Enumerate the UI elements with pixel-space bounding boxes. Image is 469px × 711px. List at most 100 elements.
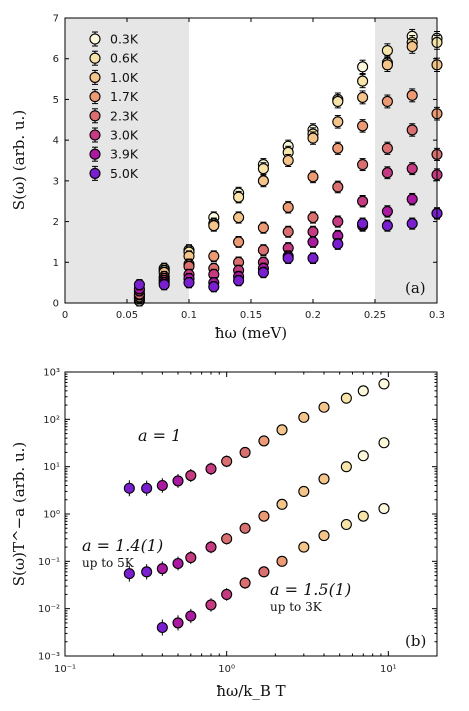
panel-a: 0 0.05 0.1 0.15 0.2 0.25 0.3 0 1 2 3 4 5 6 7 0.3K 0.6K 1… [10, 14, 445, 343]
data-point [357, 120, 369, 132]
data-point [381, 142, 393, 154]
legend-marker [89, 33, 101, 45]
data-point [357, 61, 369, 73]
legend-entry: 5.0K [89, 165, 139, 181]
x-tick-label: 10⁰ [218, 664, 235, 675]
data-point [340, 392, 352, 404]
data-point [172, 557, 184, 570]
legend-marker [89, 110, 101, 122]
y-tick-label: 10⁰ [43, 510, 60, 521]
data-point [172, 617, 184, 629]
annotation-a-1-4-note: up to 5K [82, 556, 135, 570]
data-point [332, 216, 344, 228]
data-point [208, 220, 220, 232]
panel-b-xlabel: ħω/k_B T [216, 682, 285, 700]
x-tick-label: 0.1 [181, 310, 197, 321]
data-point [357, 195, 369, 207]
panel-b-ylabel: S(ω)T^−a (arb. u.) [10, 442, 28, 586]
series-0.6K [133, 35, 443, 305]
legend-label: 0.3K [110, 32, 139, 47]
data-point [406, 124, 418, 136]
data-point [307, 171, 319, 183]
data-point [258, 435, 270, 447]
data-point [276, 555, 288, 567]
data-point [298, 411, 310, 423]
data-point [406, 163, 418, 175]
legend-entry: 3.9K [89, 146, 139, 162]
legend-marker [89, 91, 101, 103]
x-tick-label: 0.3 [429, 310, 445, 321]
legend-entry: 1.7K [89, 89, 139, 105]
data-point [239, 577, 251, 589]
data-point [183, 277, 195, 289]
panel-a-xlabel: ħω (meV) [215, 324, 287, 342]
data-point [381, 220, 393, 232]
annotation-a-1-5: a = 1.5(1) [270, 580, 351, 599]
legend-marker [89, 52, 101, 64]
data-point [406, 218, 418, 230]
legend-entry: 1.0K [89, 69, 139, 85]
data-point [282, 201, 294, 213]
data-point [185, 469, 197, 482]
data-point [282, 226, 294, 238]
data-point [233, 211, 245, 224]
data-point [221, 455, 233, 467]
data-point [282, 154, 294, 167]
data-point [257, 163, 269, 175]
data-point [318, 530, 330, 542]
data-point [205, 463, 217, 475]
data-point [257, 266, 269, 279]
data-point [381, 167, 393, 179]
data-point [332, 142, 344, 154]
data-point [257, 175, 269, 187]
legend-marker [89, 167, 101, 179]
data-point [276, 424, 288, 436]
data-point [318, 401, 330, 413]
y-tick-label: 3 [53, 176, 59, 187]
data-point [307, 211, 319, 224]
data-point [357, 450, 369, 462]
data-point [221, 533, 233, 545]
data-point [378, 437, 390, 449]
data-point [156, 563, 168, 575]
data-point [378, 503, 390, 515]
data-point [357, 159, 369, 171]
data-point [381, 95, 393, 108]
y-tick-label: 10² [43, 415, 60, 426]
x-tick-label: 10¹ [380, 664, 397, 675]
y-tick-label: 4 [53, 136, 59, 147]
data-point [205, 541, 217, 553]
x-tick-label: 0.25 [364, 310, 386, 321]
shaded-region-0 [65, 18, 189, 303]
data-point [357, 510, 369, 522]
data-point [133, 279, 145, 291]
data-point [298, 541, 310, 553]
data-point [406, 193, 418, 205]
panel-a-ylabel: S(ω) (arb. u.) [10, 110, 28, 210]
data-point [340, 461, 352, 473]
data-point [406, 40, 418, 53]
curve-group-2 [156, 503, 390, 636]
data-point [406, 89, 418, 101]
data-point [307, 226, 319, 238]
curve-group-0 [123, 378, 390, 497]
data-point [185, 552, 197, 564]
data-point [257, 222, 269, 234]
data-point [141, 482, 153, 494]
annotation-a-1-5-note: up to 3K [270, 600, 323, 614]
annotation-a-1-4: a = 1.4(1) [82, 536, 163, 555]
panel-a-label: (a) [405, 279, 426, 297]
legend-label: 3.9K [110, 147, 139, 162]
x-tick-label: 0.15 [240, 310, 262, 321]
y-tick-label: 7 [53, 14, 59, 25]
x-tick-label: 0 [62, 310, 68, 321]
data-point [185, 610, 197, 622]
x-tick-label: 0.2 [305, 310, 321, 321]
data-point [258, 566, 270, 578]
data-point [332, 181, 344, 193]
data-point [381, 205, 393, 217]
data-point [239, 522, 251, 534]
data-point [357, 91, 369, 103]
data-point [332, 116, 344, 128]
